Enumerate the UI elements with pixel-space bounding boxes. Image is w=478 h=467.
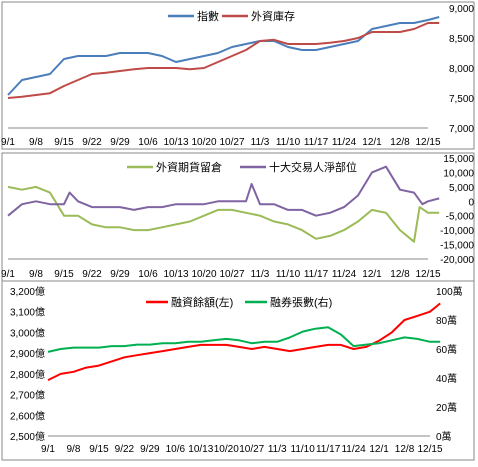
x-tick-label: 10/27 [219,269,244,280]
x-tick-label: 9/22 [82,137,102,148]
legend-label: 外資期貨留倉 [156,160,222,174]
x-tick-label: 9/1 [1,137,15,148]
y-tick-label: 3,200億 [10,285,45,298]
x-tick-label: 12/1 [362,269,382,280]
chart-border [1,152,475,290]
x-tick-label: 10/6 [138,137,158,148]
x-tick-label: 11/17 [304,269,329,280]
x-tick-label: 10/6 [138,269,158,280]
y2-tick-label: 0萬 [436,430,452,443]
series-line-2 [7,22,440,99]
y-tick-label: -5,000 [446,212,475,223]
x-tick-label: 9/15 [54,137,74,148]
y-tick-label: 8,500 [449,34,474,45]
x-tick-label: 10/13 [163,269,188,280]
chart-panel-1: 7,000 7,500 8,000 8,500 9,000 9/1 9/8 9/15 9/22 9… [1,1,475,150]
y-tick-label: 2,500億 [10,430,45,443]
x-tick-label: 10/6 [166,444,186,455]
x-tick-label: 12/8 [390,137,410,148]
x-tick-label: 10/13 [163,137,188,148]
x-tick-label: 12/8 [395,444,415,455]
legend-label: 融券張數(右) [270,295,332,309]
x-tick-label: 10/27 [219,137,244,148]
x-tick-label: 11/24 [332,137,357,148]
x-tick-label: 11/3 [268,444,287,455]
series-line-1 [7,16,440,96]
x-tick-label: 9/29 [140,444,160,455]
y-tick-label: 8,000 [449,64,474,75]
x-tick-label: 9/15 [89,444,109,455]
y-tick-label: -15,000 [440,241,474,252]
x-tick-label: 9/8 [29,269,43,280]
y-tick-label: 7,000 [449,124,474,135]
x-tick-label: 11/10 [276,269,301,280]
x-tick-label: 9/22 [115,444,135,455]
series-line-1 [47,302,441,381]
x-tick-label: 9/29 [110,269,130,280]
x-tick-label: 11/17 [304,137,329,148]
y2-tick-label: 100萬 [436,285,463,298]
y-tick-label: 9,000 [449,4,474,15]
y2-tick-label: 80萬 [436,314,457,327]
y-tick-label: 0 [468,197,474,208]
x-tick-label: 9/22 [82,269,102,280]
series-line-1 [7,185,440,243]
chart-border [1,1,475,150]
x-tick-label: 11/24 [332,269,357,280]
x-tick-label: 12/8 [390,269,410,280]
x-tick-label: 12/15 [415,269,440,280]
chart-border [1,280,475,461]
chart-panel-2: -20,000 -15,000 -10,000 -5,000 0 5,000 10,000 1… [1,152,475,290]
y-tick-label: -20,000 [440,255,474,266]
y-tick-label: 7,500 [449,94,474,105]
y-tick-label: -10,000 [440,226,474,237]
x-tick-label: 12/1 [362,137,382,148]
x-tick-label: 9/15 [54,269,74,280]
chart-panel-3: 2,500億 2,600億 2,700億 2,800億 2,900億 3,000億 3,10… [1,280,475,461]
x-tick-label: 11/3 [251,137,270,148]
x-tick-label: 12/15 [415,137,440,148]
x-tick-label: 10/20 [191,137,216,148]
y-tick-label: 2,800億 [10,368,45,381]
legend-label: 融資餘額(左) [171,295,233,309]
y-tick-label: 2,900億 [10,347,45,360]
y-tick-label: 15,000 [443,154,474,165]
y-tick-label: 10,000 [443,168,474,179]
y2-tick-label: 60萬 [436,343,457,356]
y-tick-label: 5,000 [449,183,474,194]
x-tick-label: 9/1 [1,269,15,280]
y-tick-label: 3,000億 [10,326,45,339]
y-tick-label: 3,100億 [10,306,45,319]
x-tick-label: 11/17 [316,444,341,455]
series-line-2 [7,165,440,217]
x-tick-label: 11/24 [341,444,366,455]
legend-label: 十大交易人淨部位 [269,160,357,174]
x-tick-label: 9/1 [41,444,55,455]
y2-tick-label: 20萬 [436,401,457,414]
x-tick-label: 12/1 [369,444,389,455]
y-tick-label: 2,700億 [10,389,45,402]
x-tick-label: 11/10 [276,137,301,148]
series-line-2 [47,326,441,353]
legend-label: 外資庫存 [251,9,295,23]
x-tick-label: 9/29 [110,137,130,148]
x-tick-label: 9/8 [67,444,81,455]
x-tick-label: 10/20 [214,444,239,455]
x-tick-label: 10/13 [188,444,213,455]
x-tick-label: 10/20 [191,269,216,280]
y-tick-label: 2,600億 [10,409,45,422]
legend-label: 指數 [197,9,219,23]
x-tick-label: 9/8 [29,137,43,148]
x-tick-label: 10/27 [239,444,264,455]
x-tick-label: 11/3 [251,269,270,280]
x-tick-label: 11/10 [291,444,316,455]
y2-tick-label: 40萬 [436,372,457,385]
x-tick-label: 12/15 [417,444,442,455]
